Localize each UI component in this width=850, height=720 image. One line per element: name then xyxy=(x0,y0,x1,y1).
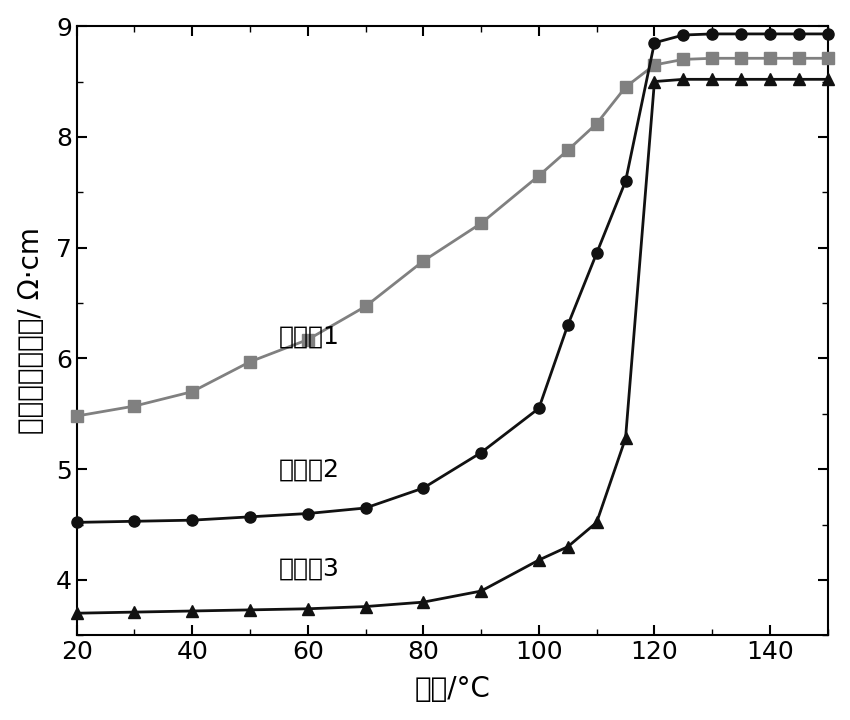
Text: 对比例2: 对比例2 xyxy=(279,457,340,481)
Text: 对比例1: 对比例1 xyxy=(279,324,340,348)
Text: 对比例3: 对比例3 xyxy=(279,557,340,581)
Y-axis label: 体积电阻率对数/ Ω·cm: 体积电阻率对数/ Ω·cm xyxy=(17,228,45,434)
X-axis label: 温度/°C: 温度/°C xyxy=(414,675,490,703)
